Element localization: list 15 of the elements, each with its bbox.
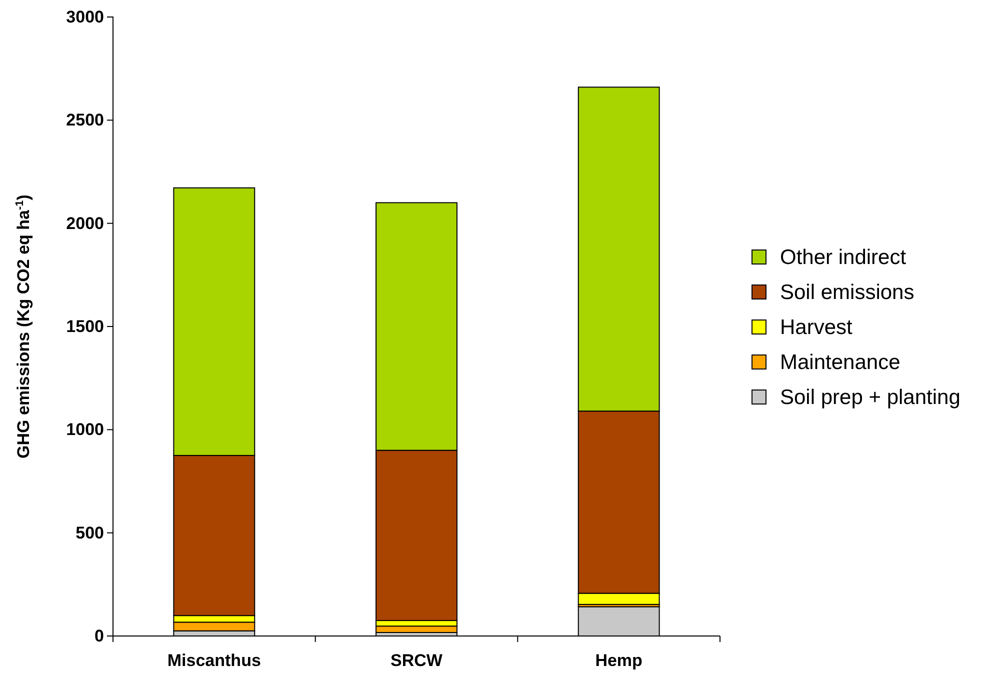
x-tick-label: Hemp (595, 651, 642, 670)
y-tick-label: 1500 (66, 316, 104, 336)
y-tick-label: 2500 (66, 110, 104, 130)
x-tick-label: Miscanthus (167, 651, 261, 670)
legend-label: Maintenance (780, 351, 900, 374)
y-tick-label: 3000 (66, 7, 104, 26)
y-tick-label: 0 (94, 626, 104, 646)
x-tick-label: SRCW (390, 651, 444, 670)
legend-label: Soil prep + planting (780, 386, 960, 409)
legend-label: Other indirect (780, 246, 906, 269)
legend-label: Harvest (780, 316, 853, 339)
y-tick-label: 1000 (66, 420, 104, 440)
legend-label: Soil emissions (780, 281, 914, 304)
y-tick-label: 500 (76, 523, 104, 542)
y-tick-label: 2000 (66, 214, 104, 233)
